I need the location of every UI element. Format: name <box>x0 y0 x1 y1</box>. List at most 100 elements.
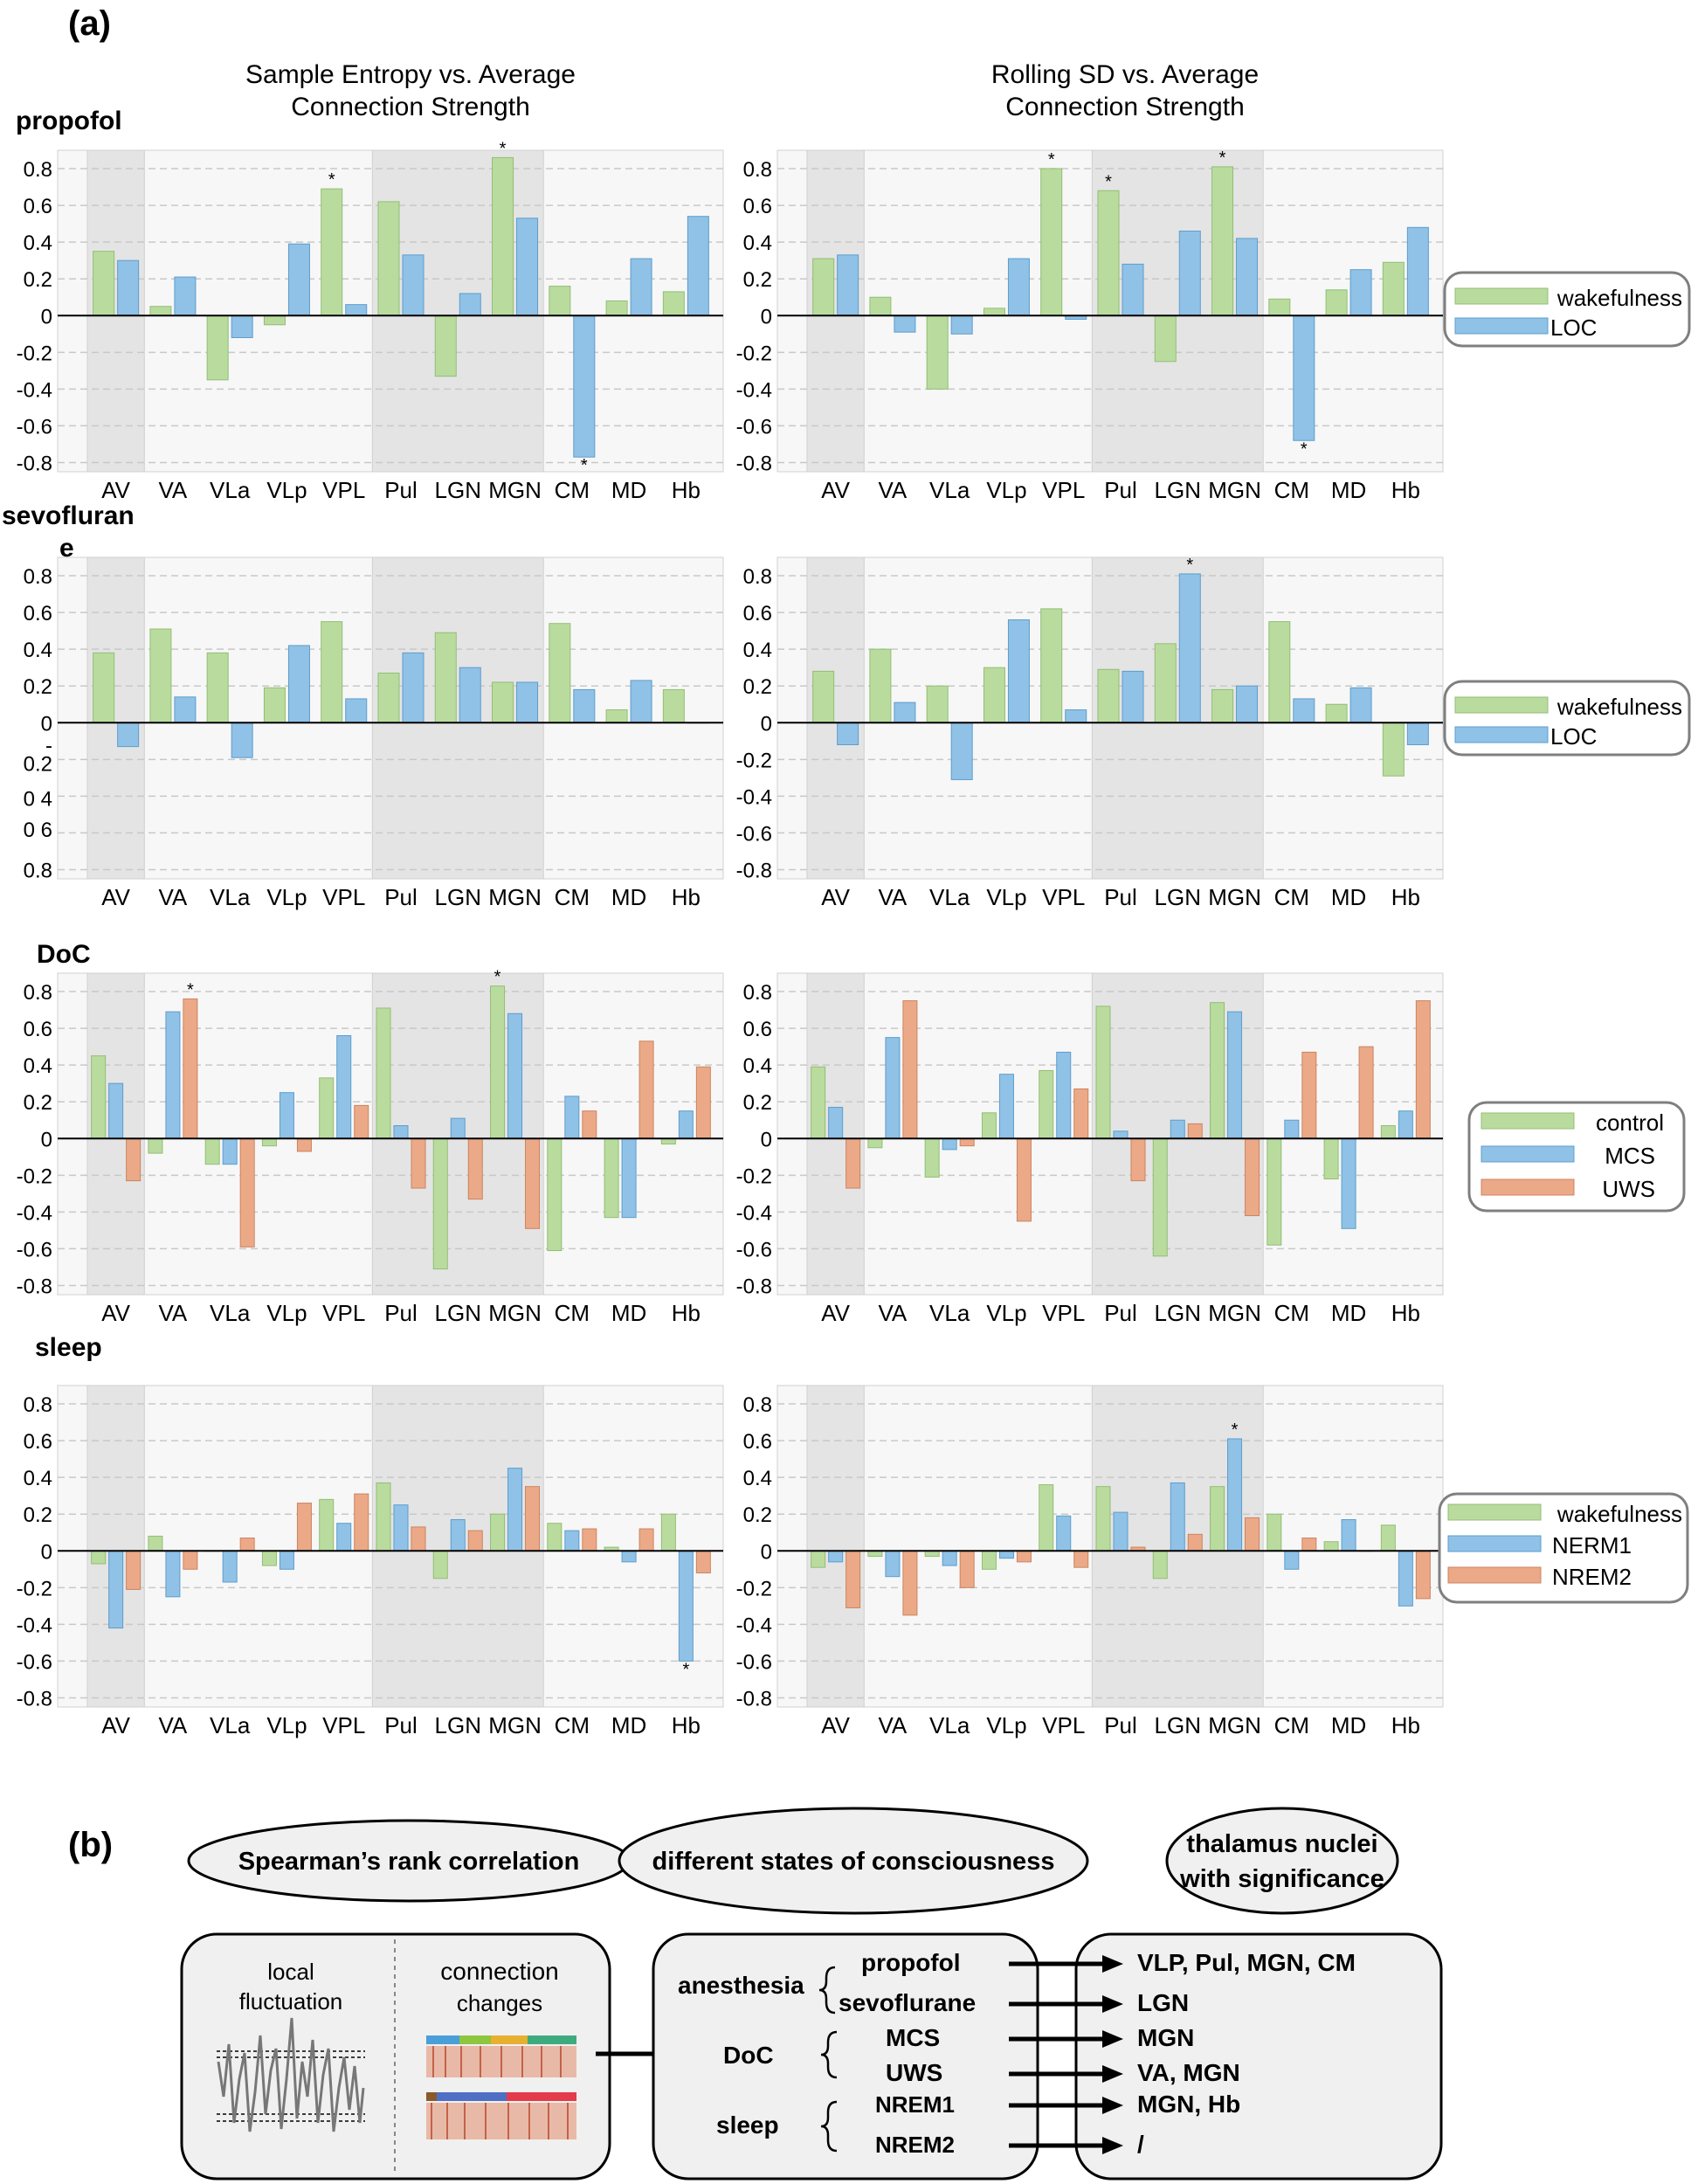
x-tick-label: CM <box>555 884 590 910</box>
y-tick-label: 0 <box>41 712 52 736</box>
col1-title-line1: Sample Entropy vs. Average <box>245 60 576 89</box>
y-tick-label: 0.6 <box>743 195 772 218</box>
bar-loc-vlp <box>287 243 310 316</box>
significance-star: * <box>328 170 335 190</box>
x-tick-label: VLp <box>266 884 307 910</box>
bar-nrem2-vla <box>959 1550 975 1588</box>
oval-thalamus-text-1: thalamus nuclei <box>1186 1830 1377 1858</box>
y-tick-label: -0.4 <box>736 1614 772 1637</box>
x-tick-label: VLp <box>266 477 307 503</box>
bar-nerm1-lgn <box>1170 1482 1185 1552</box>
x-tick-label: VLa <box>929 477 970 503</box>
bar-loc-va <box>894 314 916 333</box>
bar-wakefulness-cm <box>1267 1513 1282 1552</box>
bar-mcs-pul <box>393 1125 409 1139</box>
bar-wakefulness-hb <box>1382 722 1405 777</box>
y-tick-label: 0.2 <box>24 268 52 292</box>
connection-changes-2: changes <box>457 1990 542 2016</box>
bar-mcs-va <box>885 1037 901 1139</box>
bar-wakefulness-vlp <box>261 1550 277 1566</box>
y-tick-label: 0 <box>761 712 772 736</box>
bar-loc-vla <box>950 722 973 780</box>
bar-wakefulness-av <box>93 652 115 723</box>
x-tick-label: VLp <box>986 884 1026 910</box>
local-fluctuation-2: fluctuation <box>239 1988 343 2015</box>
x-tick-label: LGN <box>435 1712 481 1738</box>
legend-swatch-blue <box>1454 317 1549 335</box>
bar-uws-av <box>126 1137 141 1182</box>
x-tick-label: CM <box>1274 1712 1309 1738</box>
bar-wakefulness-md <box>605 709 628 723</box>
bar-wakefulness-pul <box>1095 1486 1111 1552</box>
x-tick-label: Hb <box>672 884 701 910</box>
y-tick-label: 0.2 <box>743 268 772 292</box>
x-tick-label: Pul <box>384 477 418 503</box>
x-tick-label: MD <box>611 884 646 910</box>
bar-nerm1-vlp <box>998 1550 1014 1559</box>
bar-uws-cm <box>1301 1051 1317 1139</box>
y-tick-label: 0.8 <box>24 1393 52 1417</box>
bar-wakefulness-vpl <box>321 188 343 316</box>
brace-anesthesia <box>818 1966 836 2015</box>
bar-mcs-pul <box>1113 1130 1128 1139</box>
x-tick-label: CM <box>555 1300 590 1326</box>
mapping-arrows <box>1009 1955 1123 2154</box>
box-nuclei <box>1074 1932 1443 2181</box>
x-tick-label: CM <box>1274 477 1309 503</box>
row-label-sevoflurane: sevofluran <box>2 501 135 530</box>
bar-loc-hb <box>1406 226 1429 316</box>
bar-loc-pul <box>402 652 424 723</box>
y-tick-label: -0.4 <box>17 1614 52 1637</box>
bar-nrem2-vlp <box>296 1503 312 1552</box>
local-fluctuation-1: local <box>267 1959 314 1985</box>
bar-nrem2-hb <box>695 1550 711 1573</box>
bar-wakefulness-mgn <box>1210 1486 1225 1552</box>
x-tick-label: LGN <box>435 477 481 503</box>
state-nrem2: NREM2 <box>875 2132 955 2158</box>
y-tick-label: -0.4 <box>736 785 772 809</box>
bar-control-md <box>1323 1137 1339 1180</box>
bar-loc-vlp <box>1007 619 1030 723</box>
bar-mcs-lgn <box>450 1117 466 1139</box>
bar-wakefulness-vla <box>926 314 949 390</box>
bar-nerm1-pul <box>1113 1511 1128 1552</box>
bar-wakefulness-vpl <box>1040 608 1063 723</box>
legend-swatch-blue <box>1447 1535 1542 1552</box>
significance-star: * <box>1105 172 1112 191</box>
bar-wakefulness-hb <box>660 1513 676 1552</box>
y-tick-label: 0 <box>41 1128 52 1151</box>
legend-swatch-green <box>1454 696 1549 714</box>
bar-loc-mgn <box>516 218 539 316</box>
bar-wakefulness-vlp <box>983 667 1005 723</box>
x-tick-label: VLp <box>266 1712 307 1738</box>
state-sleep: sleep <box>716 2111 779 2139</box>
bar-control-lgn <box>1152 1137 1168 1257</box>
bar-loc-vpl <box>345 304 368 316</box>
bar-nrem2-md <box>638 1528 654 1552</box>
x-tick-label: Hb <box>672 1300 701 1326</box>
legend-sevoflurane: wakefulness LOC <box>1443 680 1691 757</box>
x-tick-label: AV <box>101 1300 130 1326</box>
fluctuation-signal-icon <box>217 2017 365 2132</box>
bar-mcs-va <box>165 1011 181 1139</box>
x-tick-label: VLa <box>210 477 251 503</box>
bar-wakefulness-pul <box>377 672 400 723</box>
bar-nerm1-av <box>828 1550 844 1563</box>
x-tick-label: Hb <box>1391 1300 1420 1326</box>
bar-mcs-hb <box>1398 1110 1413 1139</box>
bar-wakefulness-vla <box>926 685 949 723</box>
x-tick-label: MGN <box>1208 884 1261 910</box>
bar-nrem2-vpl <box>1073 1550 1089 1568</box>
bar-nerm1-lgn <box>450 1519 466 1552</box>
bar-nrem2-mgn <box>525 1486 541 1552</box>
y-tick-label: 0.2 <box>743 1091 772 1115</box>
legend-doc: control MCS UWS <box>1467 1101 1686 1213</box>
bar-uws-vla <box>239 1137 255 1248</box>
bar-mcs-av <box>108 1082 124 1139</box>
legend-label: wakefulness <box>1556 1501 1682 1527</box>
y-tick-label: -0.4 <box>17 1201 52 1225</box>
y-tick-label: -0.2 <box>736 342 772 365</box>
chart-propofol-rolling-sd: 0.8 0.6 0.4 0.2 0 -0.2 -0.4 -0.6 -0.8 AV VA VLa VLp V… <box>736 149 1444 503</box>
bar-uws-vlp <box>1016 1137 1032 1222</box>
x-tick-label: LGN <box>1155 1300 1201 1326</box>
